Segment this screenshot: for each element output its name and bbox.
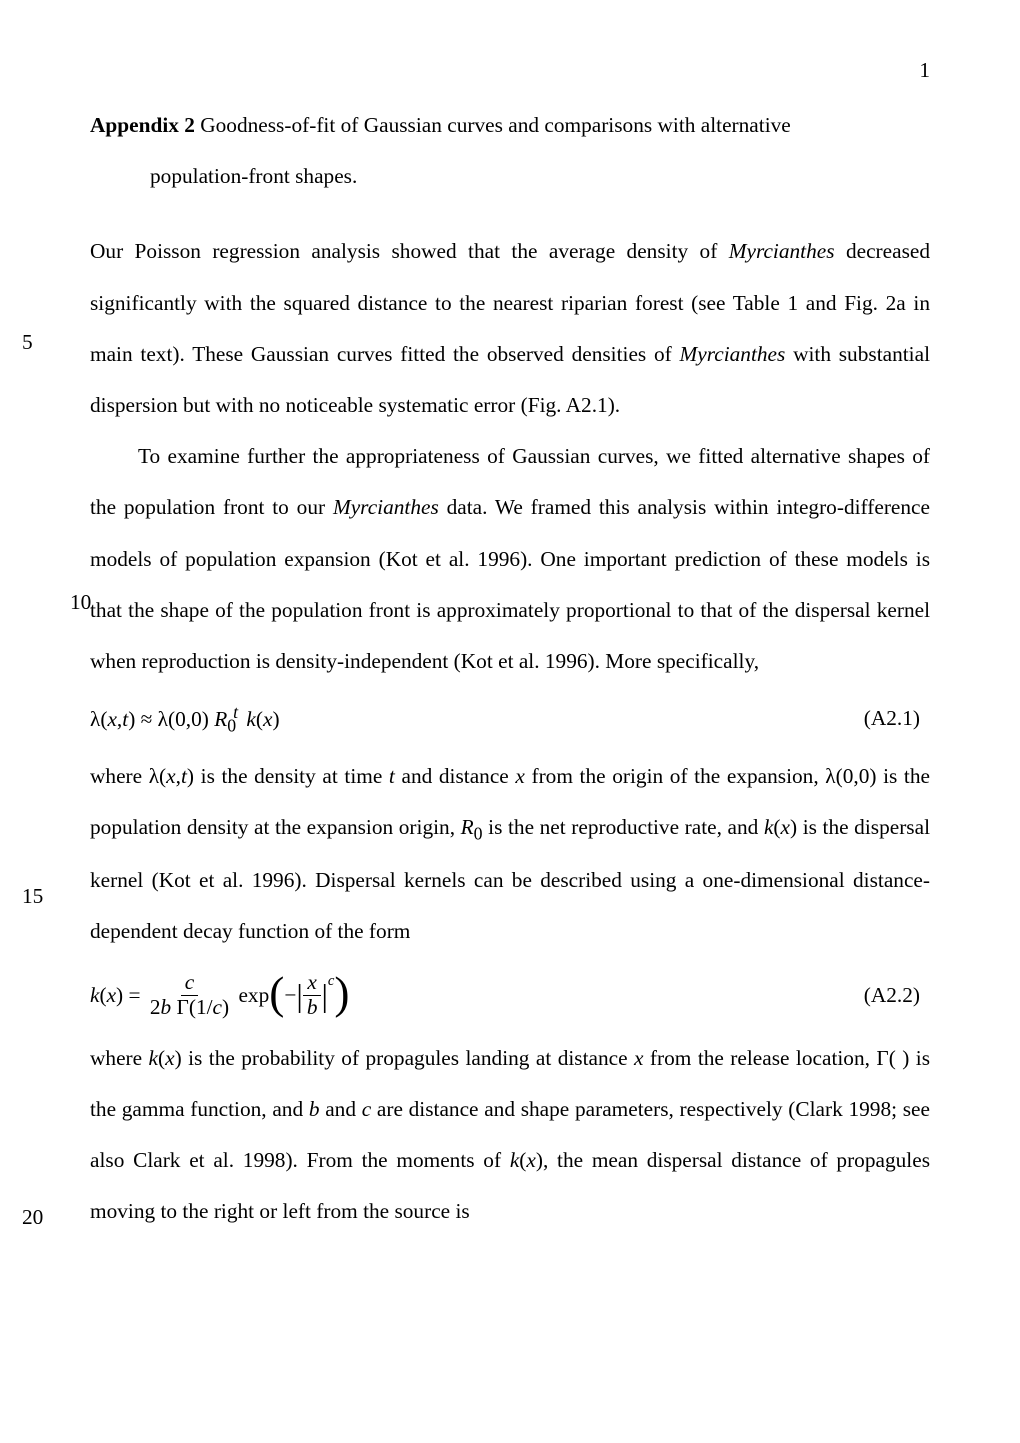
equation-2: k(x) = c 2b Γ(1/c) exp ( − | x b | c ) [90,970,350,1021]
p1-text: Our Poisson regression analysis showed t… [90,239,729,263]
p2-italic-1: Myrcianthes [333,495,439,519]
p3-italic-x2: x [515,764,524,788]
p4-text5: and [320,1097,362,1121]
p3-italic-x: x [166,764,175,788]
heading: Appendix 2 Goodness-of-fit of Gaussian c… [90,100,930,202]
equation-1: λ(x,t) ≈ λ(0,0) R0t k(x) [90,691,280,747]
p3-text5: is the net reproductive rate, and [483,815,764,839]
p3-italic-R: R [461,815,474,839]
line-number-10: 10 [22,592,91,613]
p4-italic-k: k [149,1046,158,1070]
line-number-20: 20 [22,1207,43,1228]
equation-2-row: k(x) = c 2b Γ(1/c) exp ( − | x b | c ) (… [90,970,930,1021]
p4-italic-b: b [309,1097,320,1121]
p2-text2: data. We framed this analysis within int… [90,495,930,673]
p1-italic-2: Myrcianthes [680,342,786,366]
p3-italic-x3: x [781,815,790,839]
heading-line-2: population-front shapes. [90,151,930,202]
p4-italic-x2: x [634,1046,643,1070]
equation-2-label: (A2.2) [864,970,930,1021]
p4-italic-k2: k [510,1148,519,1172]
p3-text1: where λ( [90,764,166,788]
p4-italic-c: c [362,1097,371,1121]
page-number: 1 [919,45,930,96]
p4-text3: ) is the probability of propagules landi… [175,1046,634,1070]
p4-text1: where [90,1046,149,1070]
p3-text3: and distance [395,764,516,788]
equation-1-label: (A2.1) [864,693,930,744]
spacer [90,202,930,226]
p1-italic-1: Myrcianthes [729,239,835,263]
paragraph-2: 10 To examine further the appropriatenes… [90,431,930,687]
paragraph-3: 15 where λ(x,t) is the density at time t… [90,751,930,958]
p4-italic-x3: x [526,1148,535,1172]
heading-line-1: Appendix 2 Goodness-of-fit of Gaussian c… [90,100,930,151]
paragraph-4: 20 where k(x) is the probability of prop… [90,1033,930,1238]
p4-italic-x: x [165,1046,174,1070]
p3-italic-k: k [764,815,773,839]
heading-prefix: Appendix 2 [90,113,200,137]
paragraph-1: 5 Our Poisson regression analysis showed… [90,226,930,431]
equation-1-row: λ(x,t) ≈ λ(0,0) R0t k(x) (A2.1) [90,691,930,747]
p3-text2: ) is the density at time [187,764,389,788]
p3-sub0: 0 [474,824,483,844]
line-number-5: 5 [22,332,33,353]
heading-rest: Goodness-of-fit of Gaussian curves and c… [200,113,791,137]
p3-text6: ( [773,815,780,839]
line-number-15: 15 [22,886,43,907]
